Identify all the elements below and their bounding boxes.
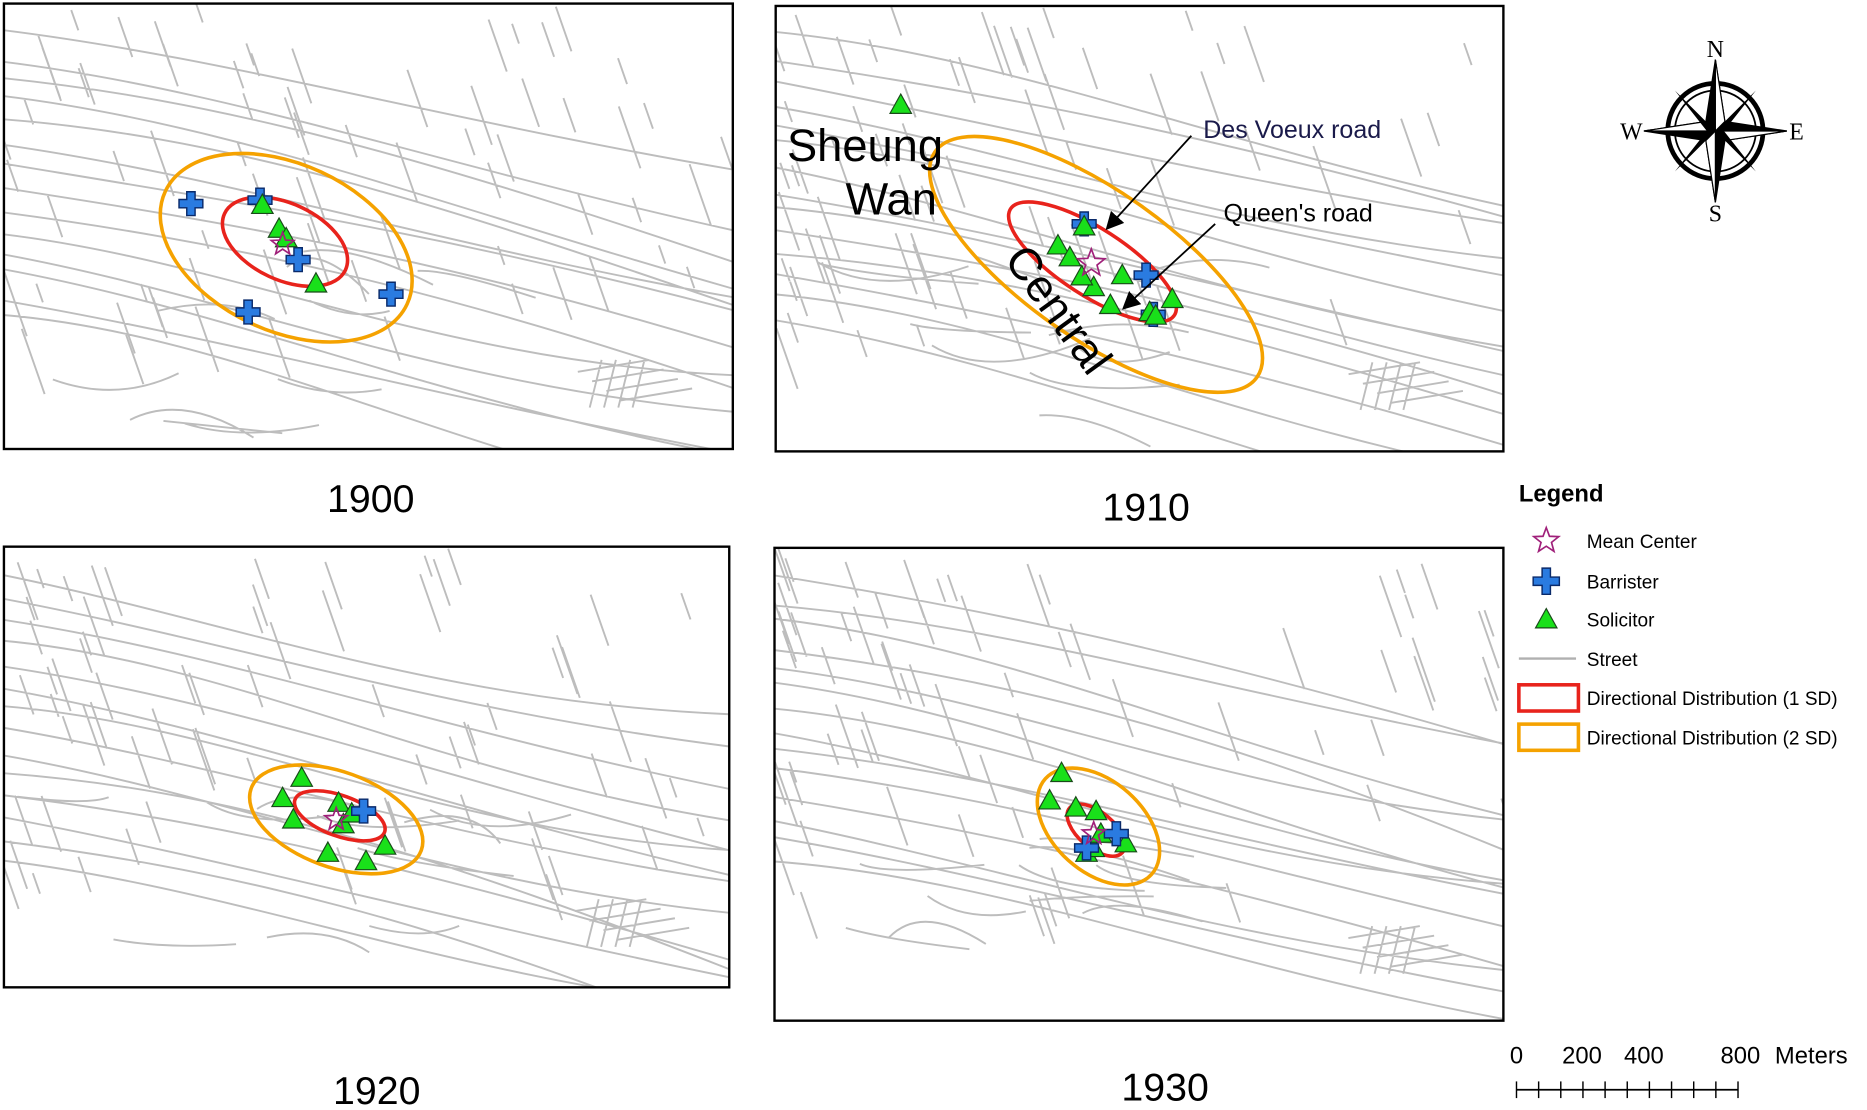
- legend-label: Solicitor: [1587, 610, 1655, 631]
- solicitor-marker: [1070, 264, 1094, 286]
- solicitor-marker: [1081, 275, 1106, 297]
- scale-label: Meters: [1775, 1043, 1848, 1070]
- legend-title: Legend: [1519, 480, 1604, 507]
- solicitor-marker: [326, 790, 351, 812]
- solicitor-marker: [289, 765, 314, 787]
- legend-swatch: [1517, 683, 1581, 713]
- solicitor-marker: [1143, 303, 1168, 325]
- solicitor-marker: [250, 192, 275, 215]
- arrow: [1105, 135, 1193, 231]
- arrow: [1122, 223, 1216, 310]
- ellipse-1sd: [292, 788, 387, 843]
- panel-year: 1920: [333, 1069, 420, 1110]
- barrister-marker: [1133, 262, 1159, 288]
- ellipse-1sd: [220, 195, 350, 289]
- barrister-marker: [1532, 567, 1561, 596]
- mean-center-marker: [1531, 525, 1561, 554]
- street-network: [3, 548, 730, 988]
- barrister-marker: [178, 191, 204, 217]
- street: [3, 3, 733, 450]
- legend-label: Mean Center: [1587, 532, 1698, 553]
- scale-label: 0: [1510, 1043, 1523, 1070]
- panel-year: 1930: [1121, 1065, 1208, 1109]
- solicitor-marker: [1058, 245, 1082, 267]
- barrister-marker: [235, 299, 261, 325]
- barrister-marker: [378, 281, 404, 307]
- scale-label: 400: [1624, 1043, 1664, 1070]
- solicitor-marker: [354, 849, 378, 871]
- street: [3, 548, 730, 988]
- street-network: [775, 6, 1504, 452]
- barrister-marker: [1073, 835, 1100, 861]
- mean-center-marker: [1080, 819, 1108, 846]
- solicitor-marker: [270, 786, 295, 808]
- street: [775, 6, 1504, 452]
- panel-year: 1900: [327, 477, 414, 521]
- compass-letter: S: [1709, 202, 1722, 228]
- ellipse-2sd: [1035, 766, 1162, 887]
- ellipse-2sd: [927, 134, 1265, 395]
- street-network: [3, 3, 733, 450]
- mean-center-marker: [1075, 246, 1108, 277]
- solicitor-marker: [316, 840, 340, 862]
- place-label: Sheung: [787, 120, 943, 171]
- street-network: [774, 547, 1504, 1020]
- legend-swatch: [1517, 722, 1581, 753]
- solicitor-marker: [1110, 263, 1135, 285]
- solicitor-marker: [889, 92, 913, 114]
- mean-center-marker: [269, 229, 297, 256]
- compass-letter: E: [1789, 119, 1804, 145]
- panel-frame: [774, 4, 1505, 453]
- scale-label: 800: [1721, 1043, 1761, 1070]
- road-label: Des Voeux road: [1203, 116, 1381, 144]
- road-label: Queen's road: [1224, 200, 1373, 228]
- panel-frame: [773, 546, 1505, 1022]
- panel-year: 1910: [1102, 485, 1189, 529]
- ellipse-1sd: [1006, 200, 1179, 324]
- legend-label: Barrister: [1587, 572, 1660, 593]
- legend-label: Street: [1587, 650, 1639, 671]
- compass-letter: N: [1707, 37, 1724, 63]
- barrister-marker: [285, 247, 311, 273]
- panel-frame: [2, 545, 731, 989]
- compass-letter: W: [1620, 119, 1643, 145]
- solicitor-marker: [1084, 799, 1108, 821]
- compass: N S E W: [1620, 37, 1804, 227]
- legend-label: Directional Distribution (2 SD): [1587, 728, 1838, 749]
- solicitor-marker: [304, 271, 328, 293]
- solicitor-marker: [1072, 214, 1096, 236]
- solicitor-marker: [1049, 761, 1074, 783]
- solicitor-marker: [1037, 788, 1062, 810]
- solicitor-marker: [1046, 233, 1070, 255]
- barrister-marker: [350, 798, 377, 824]
- solicitor-marker: [1064, 795, 1088, 817]
- legend-label: Directional Distribution (1 SD): [1587, 689, 1838, 710]
- solicitor-marker: [1160, 286, 1185, 309]
- solicitor-marker: [281, 807, 306, 829]
- place-label: Wan: [846, 173, 937, 224]
- street: [774, 547, 1504, 1020]
- scale-label: 200: [1562, 1043, 1602, 1070]
- scale-bar: 0 200 400 800 Meters: [1510, 1043, 1848, 1099]
- panel-frame: [2, 2, 735, 451]
- solicitor-marker: [373, 833, 397, 855]
- ellipse-2sd: [247, 763, 425, 876]
- mean-center-marker: [322, 805, 350, 831]
- solicitor-marker: [1534, 607, 1558, 629]
- solicitor-marker: [1098, 292, 1123, 315]
- solicitor-marker: [331, 812, 356, 834]
